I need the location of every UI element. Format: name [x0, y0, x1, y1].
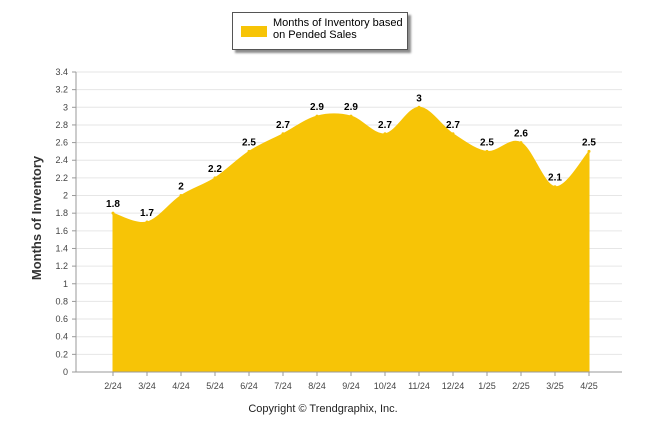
x-tick-label: 2/25 — [512, 381, 530, 391]
data-label: 2.7 — [276, 120, 290, 131]
x-tick-label: 5/24 — [206, 381, 224, 391]
y-tick-label: 0.6 — [55, 314, 68, 324]
y-tick-label: 2 — [63, 191, 68, 201]
legend-label: Months of Inventory based on Pended Sale… — [273, 17, 403, 41]
y-tick-label: 1.4 — [55, 243, 68, 253]
data-label: 2.9 — [344, 102, 358, 113]
data-label: 1.7 — [140, 208, 154, 219]
data-label: 2.5 — [480, 137, 494, 148]
legend: Months of Inventory based on Pended Sale… — [232, 12, 408, 50]
y-tick-label: 3.2 — [55, 85, 68, 95]
copyright-text: Copyright © Trendgraphix, Inc. — [248, 403, 398, 415]
data-point — [281, 132, 285, 136]
data-point — [553, 185, 557, 189]
data-point — [519, 141, 523, 145]
data-label: 2.5 — [242, 137, 256, 148]
x-tick-label: 7/24 — [274, 381, 292, 391]
x-tick-label: 9/24 — [342, 381, 360, 391]
data-label: 2 — [178, 182, 184, 193]
x-tick-label: 3/24 — [138, 381, 156, 391]
y-tick-label: 2.8 — [55, 120, 68, 130]
data-label: 2.7 — [378, 120, 392, 131]
data-point — [213, 176, 217, 180]
x-tick-label: 3/25 — [546, 381, 564, 391]
data-point — [485, 149, 489, 153]
x-tick-label: 6/24 — [240, 381, 258, 391]
data-point — [179, 194, 183, 198]
y-tick-label: 0.4 — [55, 332, 68, 342]
data-point — [383, 132, 387, 136]
data-label: 2.1 — [548, 173, 562, 184]
data-point — [451, 132, 455, 136]
y-tick-label: 2.6 — [55, 138, 68, 148]
data-label: 2.9 — [310, 102, 324, 113]
plot-area — [111, 105, 591, 373]
x-tick-label: 12/24 — [442, 381, 465, 391]
y-tick-label: 3 — [63, 102, 68, 112]
x-tick-label: 4/24 — [172, 381, 190, 391]
data-point — [111, 211, 115, 215]
y-tick-label: 3.4 — [55, 67, 68, 77]
y-tick-label: 1.6 — [55, 226, 68, 236]
data-label: 2.2 — [208, 164, 222, 175]
data-label: 3 — [416, 93, 422, 104]
data-point — [417, 105, 421, 109]
data-label: 2.6 — [514, 129, 528, 140]
x-tick-label: 10/24 — [374, 381, 397, 391]
x-tick-label: 11/24 — [408, 381, 430, 391]
y-tick-label: 2.2 — [55, 173, 68, 183]
y-tick-label: 1.2 — [55, 261, 68, 271]
y-tick-label: 1.8 — [55, 208, 68, 218]
x-tick-label: 1/25 — [478, 381, 496, 391]
legend-swatch — [241, 26, 267, 37]
x-tick-label: 2/24 — [104, 381, 122, 391]
y-tick-label: 0.8 — [55, 296, 68, 306]
data-labels: 1.8 1.7 2 2.2 2.5 2.7 2.9 2.9 2.7 3 2.7 2.5 2.6 2.1 2.… — [106, 93, 596, 219]
data-label: 2.7 — [446, 120, 460, 131]
data-point — [587, 149, 591, 153]
data-point — [247, 149, 251, 153]
axes: 0 0.2 0.4 0.6 0.8 1 1.2 1.4 1.6 1.8 2 2.2 2.4 2.6 2.8 3… — [55, 67, 622, 391]
y-tick-label: 2.4 — [55, 155, 68, 165]
y-tick-label: 0.2 — [55, 349, 68, 359]
x-tick-label: 8/24 — [308, 381, 326, 391]
data-point — [315, 114, 319, 118]
data-point — [145, 220, 149, 224]
y-tick-label: 1 — [63, 279, 68, 289]
data-point — [349, 114, 353, 118]
y-tick-label: 0 — [63, 367, 68, 377]
series-area — [112, 106, 590, 373]
x-tick-label: 4/25 — [580, 381, 598, 391]
y-axis-title: Months of Inventory — [29, 155, 44, 280]
data-label: 2.5 — [582, 137, 596, 148]
data-label: 1.8 — [106, 199, 120, 210]
